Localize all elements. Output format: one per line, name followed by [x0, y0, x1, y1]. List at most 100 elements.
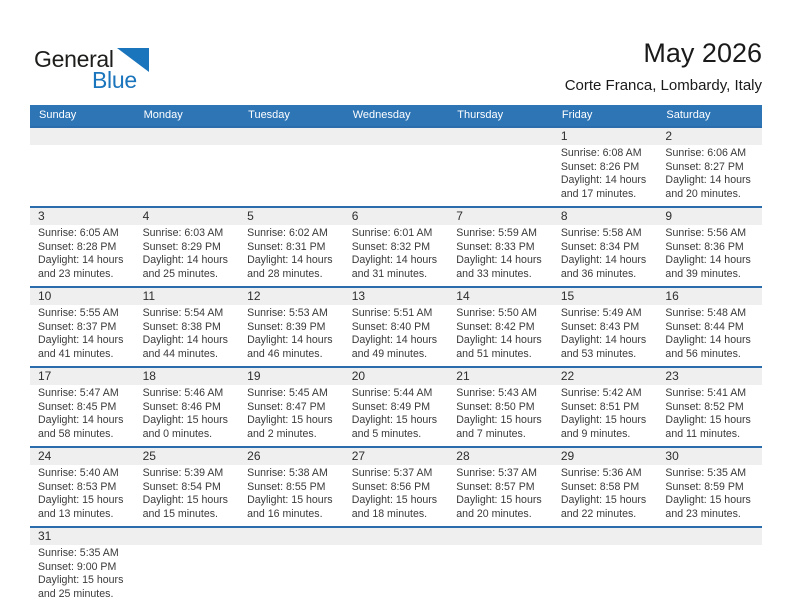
day-number	[239, 128, 344, 145]
day-detail-line: Daylight: 15 hours and 0 minutes.	[142, 414, 228, 440]
day-number	[30, 128, 135, 145]
day-detail-line: Daylight: 15 hours and 7 minutes.	[456, 414, 542, 440]
day-details: Sunrise: 5:45 AM Sunset: 8:47 PM Daylight:…	[239, 385, 344, 446]
day-details: Sunrise: 5:40 AM Sunset: 8:53 PM Daylight:…	[30, 465, 135, 526]
empty-day-cell	[134, 128, 240, 206]
week-row: 31 Sunrise: 5:35 AM Sunset: 9:00 PM Dayligh…	[30, 526, 762, 606]
weekday-header-cell: Monday	[143, 109, 183, 121]
day-detail-line: Sunset: 8:53 PM	[38, 480, 117, 493]
general-blue-logo: General Blue	[34, 46, 174, 98]
weekday-header-cell: Saturday	[666, 109, 711, 121]
week-row: 17 Sunrise: 5:47 AM Sunset: 8:45 PM Dayligh…	[30, 366, 762, 446]
day-detail-line: Daylight: 14 hours and 49 minutes.	[351, 334, 438, 360]
day-number: 7	[448, 208, 553, 225]
empty-day-cell	[657, 528, 762, 606]
weekday-header: Sunday Monday Tuesday Wednesday Thursday Frid…	[30, 105, 762, 126]
day-number: 3	[30, 208, 135, 225]
day-cell: 13 Sunrise: 5:51 AM Sunset: 8:40 PM Dayligh…	[343, 288, 449, 366]
day-cell: 24 Sunrise: 5:40 AM Sunset: 8:53 PM Dayligh…	[30, 448, 135, 526]
day-cell: 5 Sunrise: 6:02 AM Sunset: 8:31 PM Daylight…	[239, 208, 344, 286]
day-detail-line: Daylight: 14 hours and 23 minutes.	[38, 254, 124, 280]
day-detail-line: Sunset: 8:49 PM	[351, 400, 431, 413]
day-detail-line: Sunrise: 5:51 AM	[351, 307, 433, 319]
day-details	[239, 145, 344, 152]
day-detail-line: Sunset: 8:59 PM	[665, 480, 744, 493]
day-detail-line: Sunrise: 5:59 AM	[456, 227, 537, 239]
day-cell: 27 Sunrise: 5:37 AM Sunset: 8:56 PM Dayligh…	[343, 448, 449, 526]
day-details	[30, 145, 135, 152]
day-number: 6	[343, 208, 449, 225]
day-detail-line: Sunset: 9:00 PM	[38, 560, 117, 573]
day-detail-line: Sunrise: 5:44 AM	[351, 387, 433, 399]
day-detail-line: Sunset: 8:58 PM	[560, 480, 640, 493]
day-details: Sunrise: 5:55 AM Sunset: 8:37 PM Daylight:…	[30, 305, 135, 366]
day-details	[135, 145, 240, 152]
day-detail-line: Daylight: 14 hours and 33 minutes.	[456, 254, 542, 280]
day-number	[448, 128, 553, 145]
day-detail-line: Daylight: 15 hours and 2 minutes.	[247, 414, 333, 440]
day-number	[134, 128, 240, 145]
day-detail-line: Sunset: 8:55 PM	[247, 480, 326, 493]
day-detail-line: Sunset: 8:39 PM	[247, 320, 326, 333]
day-detail-line: Daylight: 14 hours and 58 minutes.	[38, 414, 124, 440]
day-detail-line: Sunset: 8:26 PM	[560, 160, 640, 173]
day-number: 1	[552, 128, 658, 145]
day-detail-line: Sunset: 8:47 PM	[247, 400, 326, 413]
day-detail-line: Sunrise: 5:40 AM	[38, 467, 119, 479]
day-details: Sunrise: 5:37 AM Sunset: 8:57 PM Daylight:…	[448, 465, 553, 526]
day-detail-line: Daylight: 14 hours and 39 minutes.	[665, 254, 751, 280]
day-detail-line: Daylight: 14 hours and 51 minutes.	[456, 334, 542, 360]
day-detail-line: Sunset: 8:29 PM	[142, 240, 221, 253]
day-details	[344, 145, 449, 152]
day-detail-line: Daylight: 14 hours and 31 minutes.	[351, 254, 438, 280]
calendar: Sunday Monday Tuesday Wednesday Thursday Frid…	[30, 105, 762, 606]
week-row: 10 Sunrise: 5:55 AM Sunset: 8:37 PM Dayligh…	[30, 286, 762, 366]
day-detail-line: Sunrise: 5:45 AM	[247, 387, 328, 399]
day-details	[553, 545, 658, 552]
day-detail-line: Sunset: 8:43 PM	[560, 320, 640, 333]
day-details: Sunrise: 5:48 AM Sunset: 8:44 PM Daylight:…	[657, 305, 762, 366]
weekday-header-cell: Sunday	[39, 109, 77, 121]
day-detail-line: Sunrise: 5:35 AM	[665, 467, 747, 479]
day-detail-line: Sunrise: 5:49 AM	[560, 307, 642, 319]
day-cell: 14 Sunrise: 5:50 AM Sunset: 8:42 PM Dayligh…	[448, 288, 553, 366]
weekday-header-cell: Wednesday	[352, 109, 411, 121]
day-details: Sunrise: 5:49 AM Sunset: 8:43 PM Daylight:…	[553, 305, 658, 366]
day-number: 19	[239, 368, 344, 385]
day-detail-line: Daylight: 15 hours and 25 minutes.	[38, 574, 124, 600]
day-detail-line: Sunset: 8:31 PM	[247, 240, 326, 253]
day-cell: 15 Sunrise: 5:49 AM Sunset: 8:43 PM Dayligh…	[552, 288, 658, 366]
day-number	[343, 528, 449, 545]
day-detail-line: Sunset: 8:44 PM	[665, 320, 744, 333]
day-detail-line: Sunrise: 5:56 AM	[665, 227, 747, 239]
day-details	[344, 545, 449, 552]
day-details: Sunrise: 5:35 AM Sunset: 9:00 PM Daylight:…	[30, 545, 135, 606]
day-detail-line: Sunset: 8:27 PM	[665, 160, 744, 173]
day-number	[134, 528, 240, 545]
day-details: Sunrise: 5:54 AM Sunset: 8:38 PM Daylight:…	[135, 305, 240, 366]
day-detail-line: Sunrise: 5:46 AM	[142, 387, 224, 399]
page-title: May 2026	[643, 38, 762, 68]
day-number: 25	[134, 448, 240, 465]
day-detail-line: Sunset: 8:54 PM	[142, 480, 221, 493]
day-number: 23	[657, 368, 762, 385]
day-detail-line: Sunrise: 5:37 AM	[351, 467, 433, 479]
day-detail-line: Sunrise: 5:37 AM	[456, 467, 537, 479]
day-details	[657, 545, 762, 552]
day-details: Sunrise: 5:38 AM Sunset: 8:55 PM Daylight:…	[239, 465, 344, 526]
day-cell: 25 Sunrise: 5:39 AM Sunset: 8:54 PM Dayligh…	[134, 448, 240, 526]
empty-day-cell	[239, 128, 344, 206]
day-detail-line: Sunrise: 5:39 AM	[142, 467, 224, 479]
day-detail-line: Daylight: 14 hours and 28 minutes.	[247, 254, 333, 280]
day-detail-line: Sunset: 8:37 PM	[38, 320, 117, 333]
day-number	[657, 528, 762, 545]
day-detail-line: Daylight: 15 hours and 11 minutes.	[665, 414, 751, 440]
day-number: 24	[30, 448, 135, 465]
day-number: 30	[657, 448, 762, 465]
day-number: 31	[30, 528, 135, 545]
day-number: 17	[30, 368, 135, 385]
day-detail-line: Daylight: 15 hours and 9 minutes.	[560, 414, 647, 440]
day-number: 10	[30, 288, 135, 305]
day-cell: 23 Sunrise: 5:41 AM Sunset: 8:52 PM Dayligh…	[657, 368, 762, 446]
day-detail-line: Daylight: 15 hours and 18 minutes.	[351, 494, 438, 520]
